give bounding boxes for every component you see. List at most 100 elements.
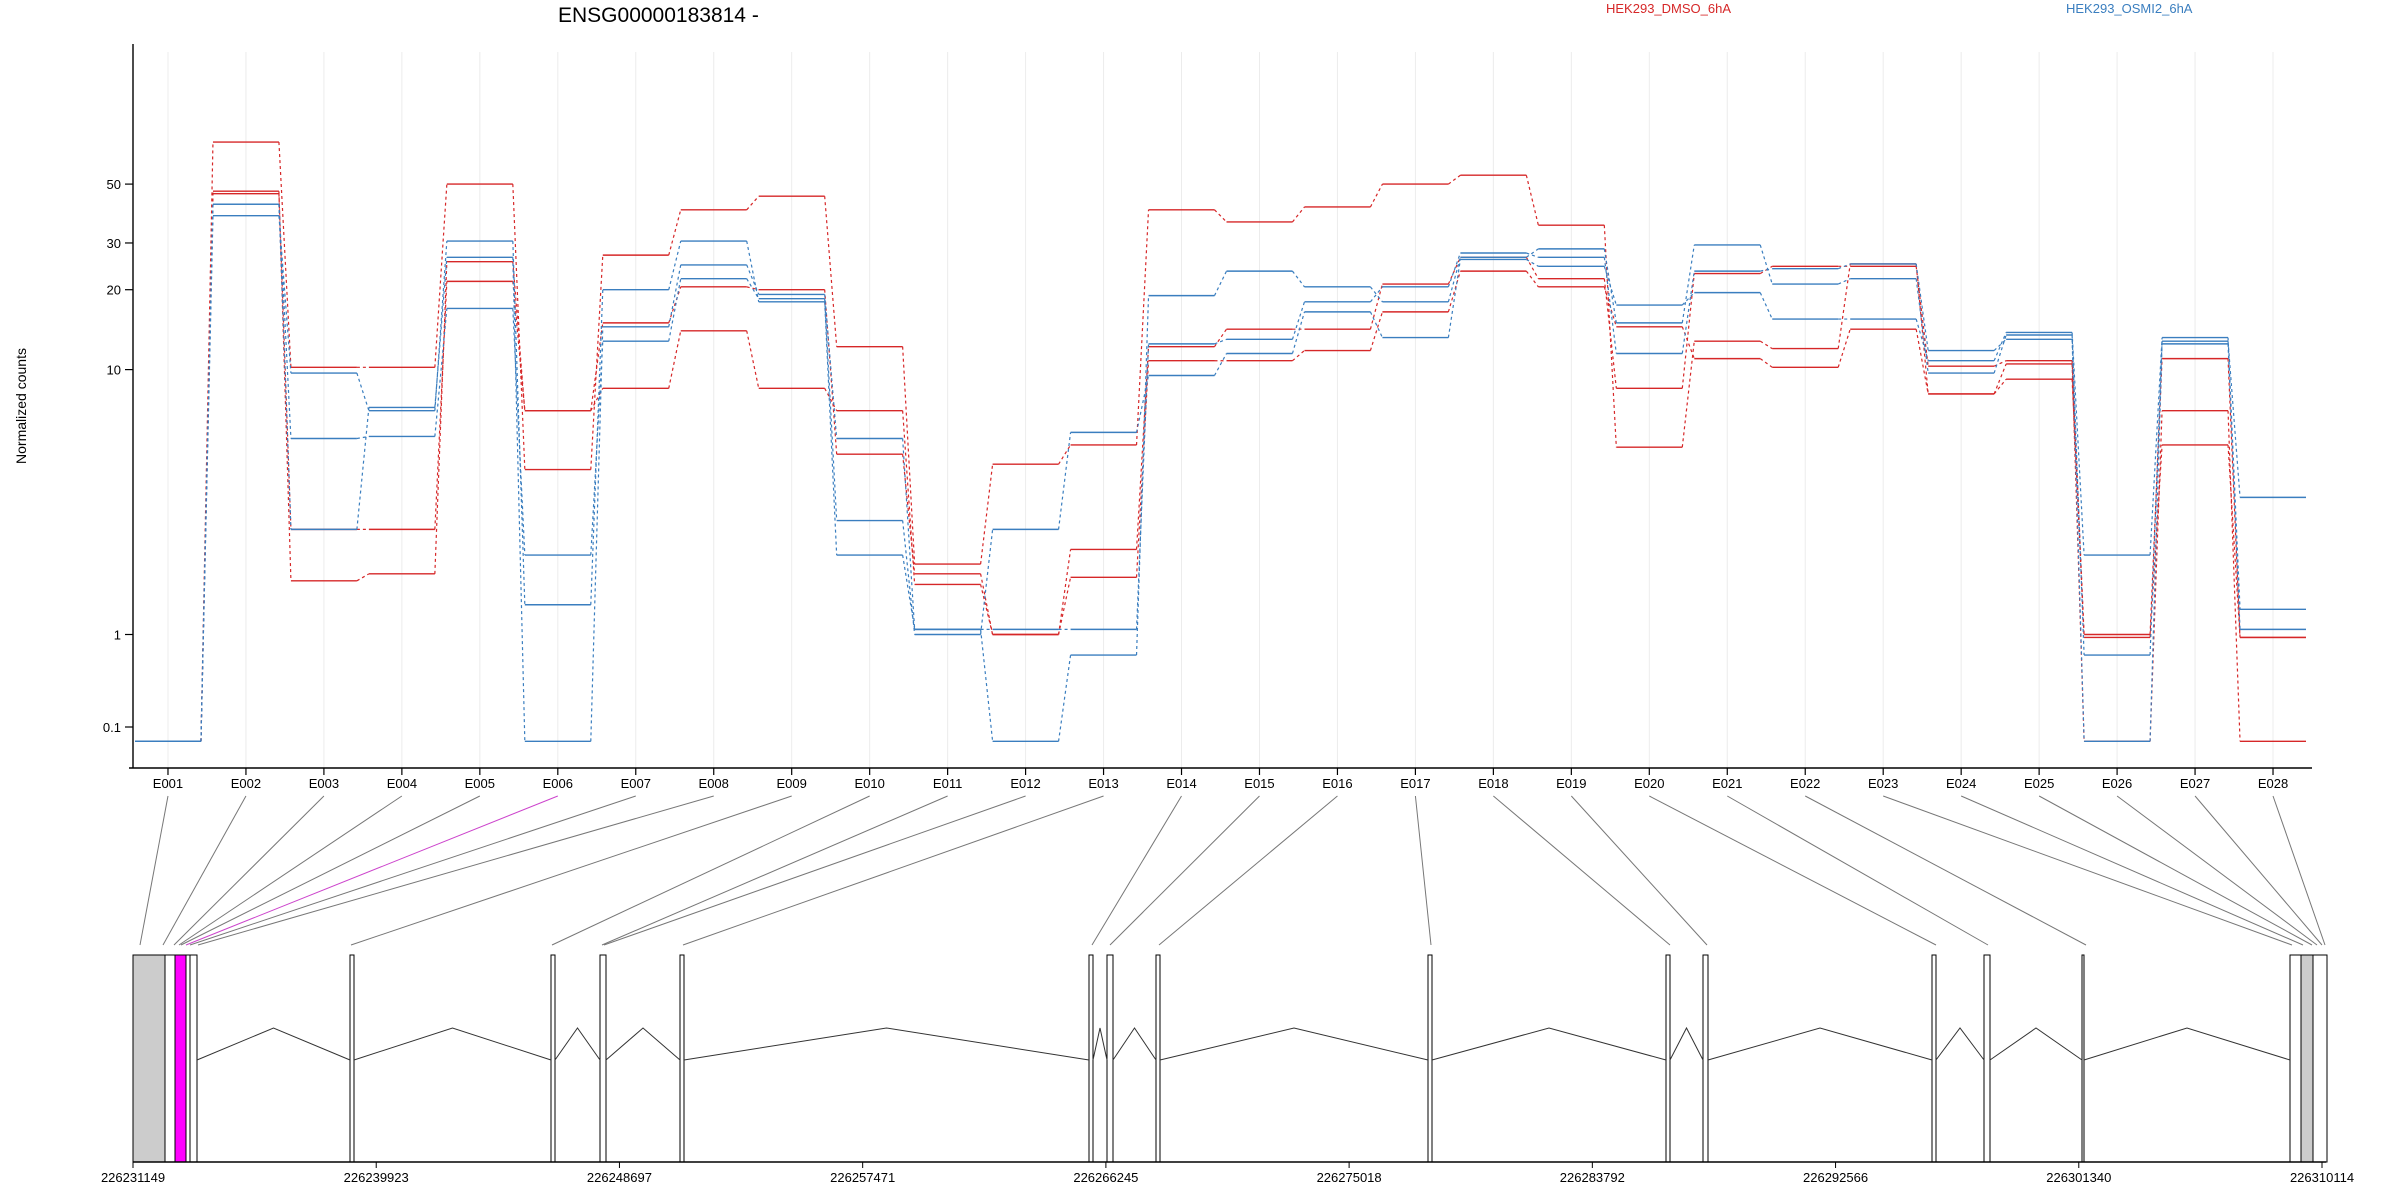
series-connector [1058, 444, 1072, 465]
series-connector [356, 573, 370, 582]
series-connector [1915, 263, 1929, 394]
series-connector [2149, 337, 2163, 556]
series-connector [1057, 654, 1072, 742]
series-connector [1603, 266, 1617, 306]
series-connector [1447, 259, 1461, 338]
series-connector [668, 209, 682, 256]
series-connector [1603, 257, 1617, 354]
series-connector [1915, 329, 1929, 394]
intron-line [1431, 1027, 1667, 1061]
x-tick-label: E014 [1166, 776, 1196, 791]
series-connector [1369, 311, 1384, 351]
series-connector [668, 330, 682, 389]
series-connector [1915, 266, 1929, 367]
exon-connector [1109, 795, 1260, 946]
series-connector [1993, 360, 2007, 367]
intron-line [605, 1027, 681, 1061]
intron-line [1935, 1027, 1985, 1061]
coord-label: 226257471 [830, 1170, 895, 1185]
series-connector [902, 520, 916, 635]
series-connector [512, 308, 526, 556]
series-connector [668, 264, 682, 327]
series-connector [1214, 338, 1227, 345]
x-tick-label: E025 [2024, 776, 2054, 791]
intron-line [1092, 1027, 1108, 1061]
y-axis-label: Normalized counts [13, 348, 29, 464]
x-tick-label: E019 [1556, 776, 1586, 791]
exon-connector [197, 795, 714, 946]
series-connector [746, 330, 760, 389]
series-connector [2149, 341, 2163, 656]
y-tick-label: 30 [107, 236, 121, 251]
series-connector [1681, 244, 1695, 323]
series-connector [434, 281, 448, 530]
coord-label: 226231149 [101, 1170, 165, 1185]
series-connector [2071, 334, 2085, 656]
x-tick-label: E027 [2180, 776, 2210, 791]
exon-box [189, 954, 198, 1163]
exon-connector [1158, 795, 1338, 946]
x-tick-label: E004 [387, 776, 417, 791]
series-connector [902, 438, 916, 630]
series-connector [746, 278, 760, 300]
series-connector [824, 298, 838, 521]
series-connector [1837, 278, 1851, 285]
series-connector [1525, 256, 1539, 280]
exon-box [1155, 954, 1161, 1163]
series-connector [668, 278, 682, 342]
exon-connector [162, 795, 247, 946]
exon-connector [1414, 795, 1432, 946]
series-connector [1760, 268, 1773, 272]
series-connector [902, 410, 916, 585]
exon-connector [1649, 795, 1937, 946]
x-tick-label: E021 [1712, 776, 1742, 791]
intron-line [1989, 1027, 2083, 1061]
series-connector [746, 264, 760, 295]
coord-label: 226266245 [1073, 1170, 1138, 1185]
exon-connector [1960, 795, 2304, 946]
series-connector [1681, 326, 1695, 359]
coord-label: 226248697 [587, 1170, 652, 1185]
coord-label: 226275018 [1317, 1170, 1382, 1185]
series-connector [590, 322, 604, 411]
exon-connector [1091, 795, 1182, 946]
series-connector [902, 454, 916, 574]
series-connector [1993, 378, 2007, 395]
exon-connector [2116, 795, 2318, 946]
exon-box [164, 954, 176, 1163]
series-connector [356, 372, 370, 411]
x-tick-label: E009 [777, 776, 807, 791]
series-connector [278, 193, 292, 530]
series-connector [1447, 270, 1461, 313]
series-2 [135, 193, 2306, 743]
series-5 [135, 203, 2306, 743]
series-connector [1369, 183, 1383, 208]
series-connector [1292, 350, 1305, 362]
series-connector [1214, 209, 1227, 223]
exon-connector [682, 795, 1104, 946]
exon-box [599, 954, 607, 1163]
series-connector [1681, 341, 1695, 448]
series-connector [1837, 263, 1851, 270]
exon-connector [1727, 795, 1989, 946]
series-connector [512, 257, 526, 742]
coord-label: 226310114 [2290, 1170, 2354, 1185]
x-tick-label: E013 [1088, 776, 1118, 791]
intron-line [1159, 1027, 1429, 1061]
series-connector [1213, 353, 1228, 376]
exon-connector [603, 795, 1026, 946]
exon-box [1702, 954, 1709, 1163]
series-connector [1759, 292, 1773, 320]
exon-connector [350, 795, 792, 946]
series-connector [356, 435, 369, 440]
intron-line [196, 1027, 351, 1061]
series-connector [824, 388, 838, 411]
series-connector [200, 204, 214, 742]
series-connector [1993, 334, 2007, 374]
x-tick-label: E015 [1244, 776, 1274, 791]
series-connector [2071, 379, 2085, 638]
y-tick-label: 0.1 [103, 720, 121, 735]
exon-box [1088, 954, 1094, 1163]
series-connector [512, 261, 526, 411]
series-connector [1681, 271, 1695, 354]
